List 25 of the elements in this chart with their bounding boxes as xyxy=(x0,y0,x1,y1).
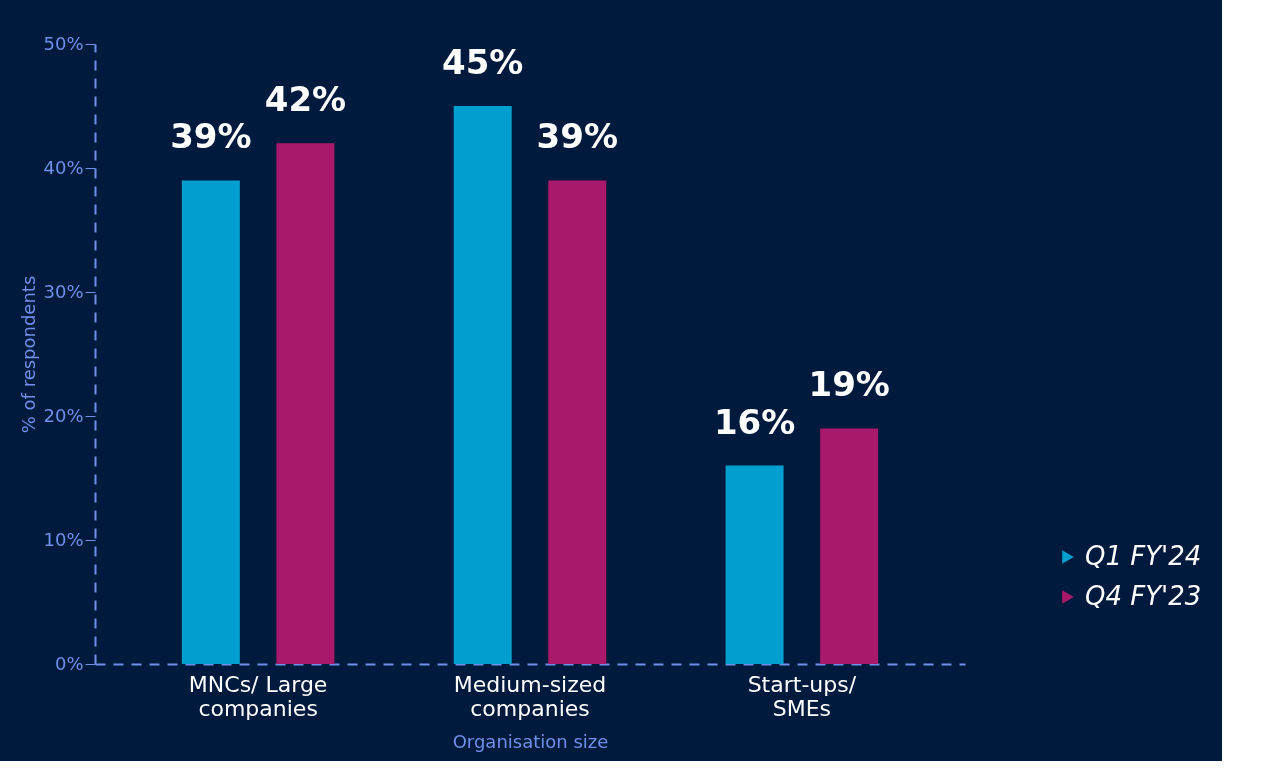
bar xyxy=(725,465,784,664)
y-tick-label: 10% xyxy=(43,528,84,550)
bar xyxy=(453,106,512,664)
bar xyxy=(276,143,335,664)
x-tick-label: MNCs/ Large companies xyxy=(188,671,328,721)
y-axis-title: % of respondents xyxy=(18,275,40,434)
y-tick-label: 0% xyxy=(54,652,84,674)
y-tick-label: 20% xyxy=(43,404,84,426)
text: 39% xyxy=(170,116,252,157)
text: 45% xyxy=(442,42,524,82)
y-tick-label: 40% xyxy=(43,156,84,178)
text: 16% xyxy=(713,401,796,442)
y-tick-label: 50% xyxy=(43,32,84,54)
y-tick-label: 30% xyxy=(43,280,84,302)
x-tick-label: Start-ups/ SMEs xyxy=(747,671,857,721)
text: 42% xyxy=(264,79,347,120)
text: 19% xyxy=(808,364,890,405)
x-tick-label: Medium-sized companies xyxy=(453,671,607,721)
legend-label: Q4 FY'23 xyxy=(1085,581,1202,611)
legend-label: Q1 FY'24 xyxy=(1085,541,1202,571)
bar xyxy=(820,428,879,664)
text: 39% xyxy=(536,116,618,157)
x-axis-title: Organisation size xyxy=(452,730,609,752)
bar xyxy=(181,180,240,664)
bar xyxy=(548,180,607,664)
